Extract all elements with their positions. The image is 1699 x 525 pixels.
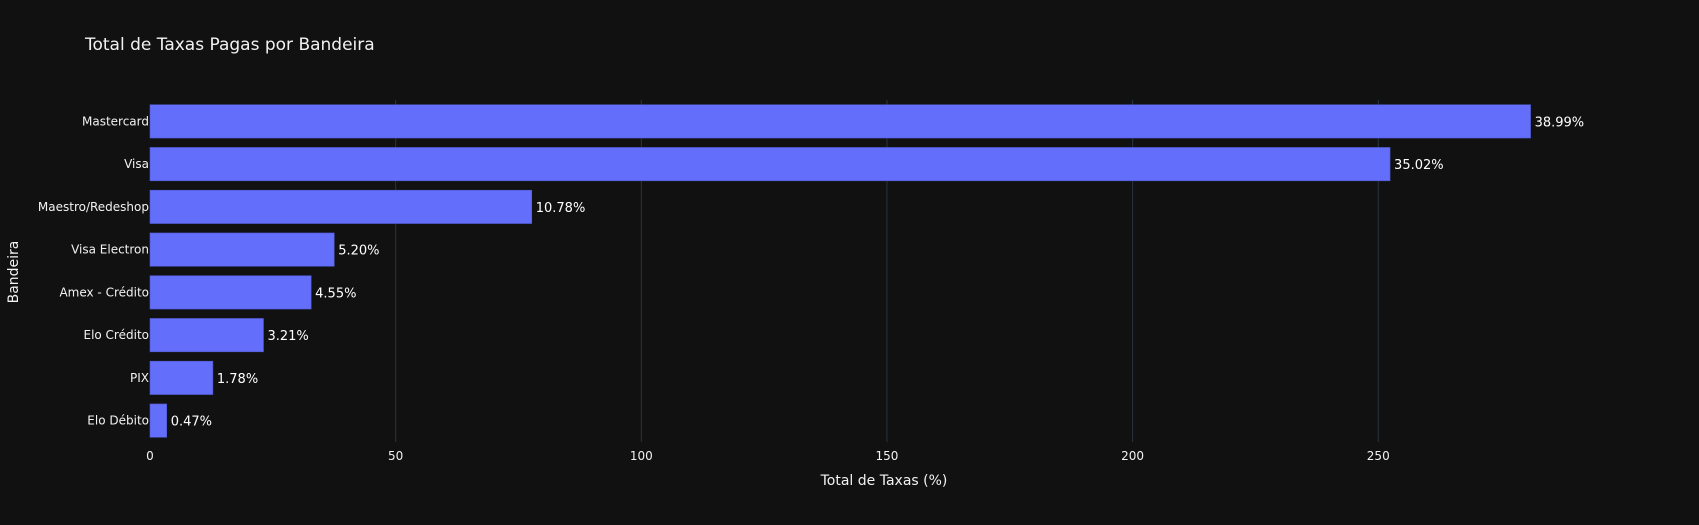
bar-data-label: 5.20% [338, 244, 379, 259]
x-tick-label: 250 [1367, 449, 1390, 463]
bar-data-label: 38.99% [1535, 115, 1585, 130]
y-tick-label: Mastercard [82, 114, 149, 128]
x-tick-label: 200 [1121, 449, 1144, 463]
bar-data-label: 10.78% [536, 201, 586, 216]
x-axis-ticks: 0 50 100 150 200 250 [146, 449, 1390, 463]
bar-pix [149, 360, 214, 395]
y-tick-label: Amex - Crédito [59, 285, 149, 299]
bar-data-label: 4.55% [315, 286, 356, 301]
bar-data-label: 0.47% [171, 415, 212, 430]
y-tick-label: Maestro/Redeshop [38, 200, 149, 214]
x-tick-label: 0 [146, 449, 154, 463]
y-axis-ticks: Mastercard Visa Maestro/Redeshop Visa Elect… [38, 114, 149, 427]
data-labels: 38.99% 35.02% 10.78% 5.20% 4.55% 3.21% 1.78% 0.… [171, 115, 1584, 429]
bar-amex-cr-dito [149, 275, 312, 310]
x-axis-title: Total de Taxas (%) [820, 473, 948, 489]
x-tick-label: 50 [388, 449, 403, 463]
y-tick-label: Elo Débito [87, 414, 149, 428]
y-tick-label: Visa Electron [71, 243, 149, 257]
y-tick-label: Elo Crédito [83, 328, 149, 342]
chart-title: Total de Taxas Pagas por Bandeira [84, 35, 375, 55]
bar-elo-d-bito [149, 403, 168, 438]
bar-maestro-redeshop [149, 189, 533, 224]
bar-visa-electron [149, 232, 335, 267]
bar-elo-cr-dito [149, 318, 264, 353]
bar-visa [149, 147, 1391, 182]
y-axis-title: Bandeira [6, 241, 22, 304]
bars [149, 104, 1531, 438]
y-tick-label: PIX [130, 371, 149, 385]
x-tick-label: 100 [630, 449, 653, 463]
x-tick-label: 150 [876, 449, 899, 463]
bar-data-label: 35.02% [1394, 158, 1444, 173]
bar-data-label: 1.78% [217, 372, 258, 387]
bar-data-label: 3.21% [267, 329, 308, 344]
y-tick-label: Visa [124, 157, 149, 171]
bar-mastercard [149, 104, 1531, 139]
